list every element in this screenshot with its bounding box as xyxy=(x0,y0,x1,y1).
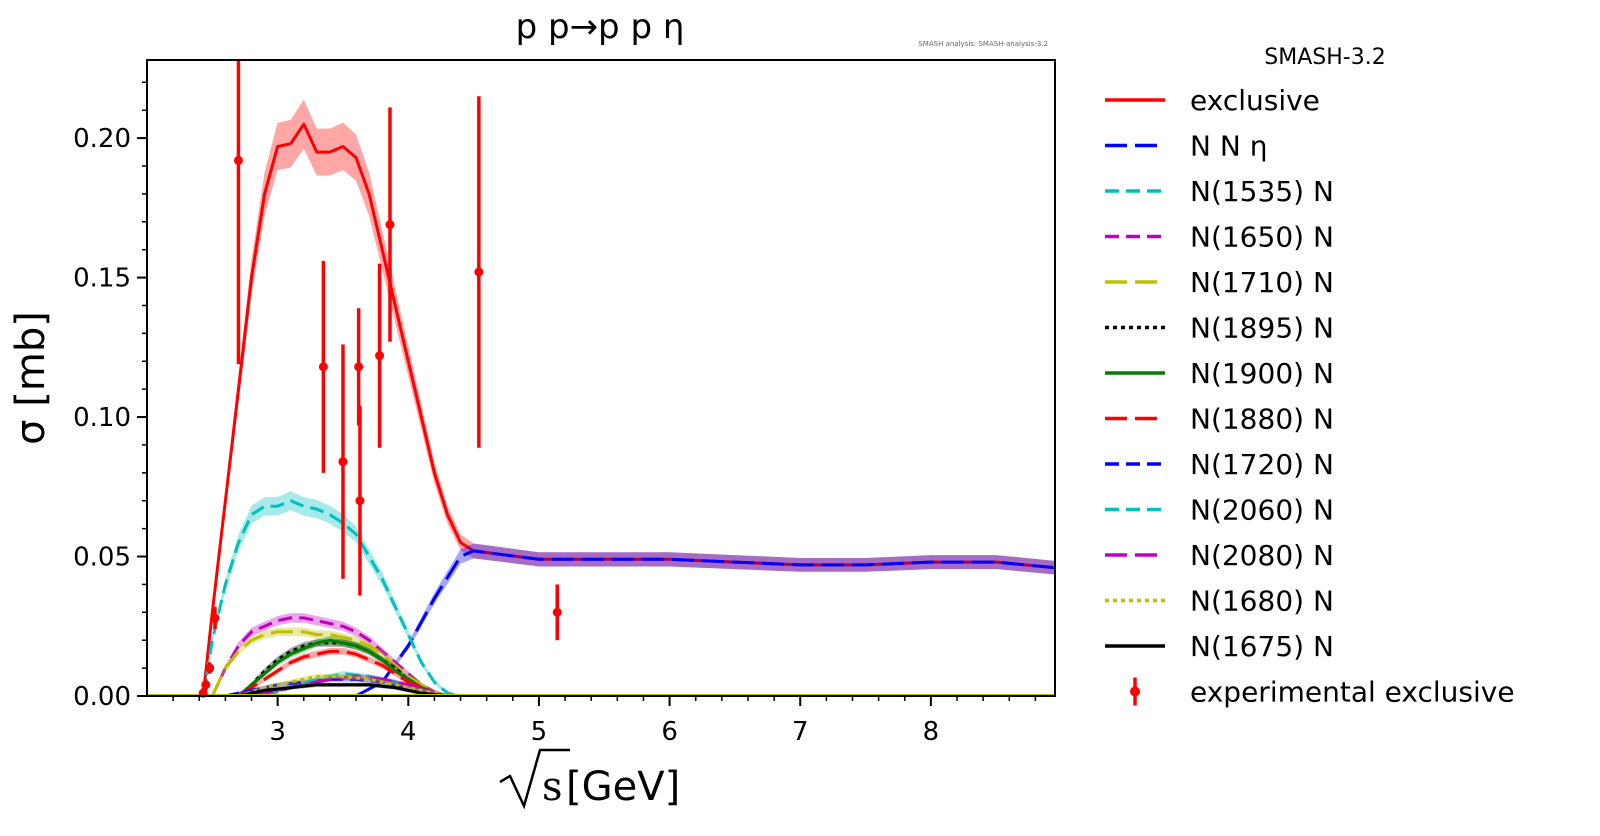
x-axis: 3 4 5 6 7 8 xyxy=(172,696,1037,747)
data-point-marker xyxy=(552,607,562,617)
x-axis-label-unit: [GeV] xyxy=(566,764,680,810)
x-axis-label: √s s [GeV] xyxy=(499,748,680,810)
legend-label: N(1675) N xyxy=(1190,630,1334,663)
legend-label: N N η xyxy=(1190,130,1267,163)
legend-item-n-1535-n: N(1535) N xyxy=(1105,175,1334,208)
plot-area xyxy=(146,59,1056,698)
data-point-marker xyxy=(385,220,395,230)
series-band-n-1675-n xyxy=(238,682,448,696)
x-tick-label: 7 xyxy=(792,717,809,747)
legend-label: experimental exclusive xyxy=(1190,676,1515,709)
legend-label: N(2080) N xyxy=(1190,539,1334,572)
data-point-marker xyxy=(210,613,220,623)
experimental-point xyxy=(355,405,365,596)
legend-label: N(1900) N xyxy=(1190,357,1334,390)
legend-item-n-2060-n: N(2060) N xyxy=(1105,494,1334,527)
data-point-marker xyxy=(354,362,364,372)
x-tick-label: 6 xyxy=(661,717,678,747)
data-point-marker xyxy=(338,457,348,467)
legend-label: N(1895) N xyxy=(1190,312,1334,345)
y-tick-label: 0.15 xyxy=(73,264,131,294)
y-tick-label: 0.05 xyxy=(73,543,131,573)
legend-label: exclusive xyxy=(1190,84,1320,117)
series-line-n-1880-n xyxy=(237,649,448,696)
data-point-marker xyxy=(474,267,484,277)
experimental-point xyxy=(474,96,484,448)
y-tick-label: 0.20 xyxy=(73,124,131,154)
legend-item-n-1895-n: N(1895) N xyxy=(1105,312,1334,345)
x-tick-label: 8 xyxy=(923,717,940,747)
legend-item-n-1675-n: N(1675) N xyxy=(1105,630,1334,663)
series-line-n-1900-n xyxy=(237,638,448,696)
legend-label: N(1650) N xyxy=(1190,221,1334,254)
experimental-point xyxy=(205,662,215,674)
legend-item-n-1680-n: N(1680) N xyxy=(1105,585,1334,618)
experimental-point xyxy=(318,260,328,473)
experimental-point xyxy=(201,679,211,691)
plot-background xyxy=(147,60,1055,696)
y-axis: 0.00 0.05 0.10 0.15 0.20 xyxy=(73,81,147,712)
x-tick-label: 4 xyxy=(400,717,417,747)
chart-version: SMASH-3.2 xyxy=(1264,45,1385,70)
legend-item-exclusive: exclusive xyxy=(1105,84,1320,117)
legend-label: N(1680) N xyxy=(1190,585,1334,618)
data-point-marker xyxy=(201,680,211,690)
legend-item-n-2080-n: N(2080) N xyxy=(1105,539,1334,572)
experimental-point xyxy=(210,606,220,630)
series-group xyxy=(147,99,1055,696)
chart-credit: SMASH analysis: SMASH-analysis-3.2 xyxy=(918,40,1048,48)
series-band-n-1900-n xyxy=(238,636,448,696)
experimental-point xyxy=(233,60,243,365)
series-line-n-1675-n xyxy=(238,683,448,696)
legend-item-n-1900-n: N(1900) N xyxy=(1105,357,1334,390)
legend-label: N(1535) N xyxy=(1190,175,1334,208)
experimental-point xyxy=(375,263,385,448)
legend-item-experimental-exclusive: experimental exclusive xyxy=(1130,676,1515,709)
sqrt-sign-icon xyxy=(499,748,570,810)
legend: exclusive N N η N(1535) N N(1650) N N(1710) … xyxy=(1105,84,1515,709)
experimental-point xyxy=(338,344,348,579)
legend-item-n-1880-n: N(1880) N xyxy=(1105,403,1334,436)
series-line-n-1650-n xyxy=(210,616,448,696)
data-point-marker xyxy=(318,362,328,372)
experimental-point xyxy=(385,107,395,342)
x-tick-label: 5 xyxy=(531,717,548,747)
series-band-exclusive xyxy=(203,99,1055,696)
y-axis-label: σ [mb] xyxy=(8,311,54,445)
legend-item-n-1720-n: N(1720) N xyxy=(1105,448,1334,481)
legend-item-n-n: N N η xyxy=(1105,130,1267,163)
legend-label: N(1720) N xyxy=(1190,448,1334,481)
x-tick-label: 3 xyxy=(269,717,286,747)
data-point-marker xyxy=(355,496,365,506)
chart-title: p p→p p η xyxy=(516,7,685,47)
series-band-n-1880-n xyxy=(238,647,448,696)
series-line-n-1710-n xyxy=(210,630,448,696)
y-tick-label: 0.00 xyxy=(73,682,131,712)
experimental-points xyxy=(198,60,562,698)
data-point-marker xyxy=(233,155,243,165)
experimental-point xyxy=(552,584,562,641)
legend-label: N(2060) N xyxy=(1190,494,1334,527)
plot-frame xyxy=(146,59,1056,697)
data-point-marker xyxy=(205,663,215,673)
series-band-n-n xyxy=(147,543,1055,696)
y-tick-label: 0.10 xyxy=(73,403,131,433)
legend-item-n-1650-n: N(1650) N xyxy=(1105,221,1334,254)
series-line-n-1535-n xyxy=(201,499,461,696)
legend-item-n-1710-n: N(1710) N xyxy=(1105,266,1334,299)
legend-label: N(1710) N xyxy=(1190,266,1334,299)
legend-label: N(1880) N xyxy=(1190,403,1334,436)
data-point-marker xyxy=(375,351,385,361)
series-line-n-1680-n xyxy=(238,675,448,696)
x-axis-label-s: s xyxy=(542,764,563,810)
legend-marker xyxy=(1130,686,1140,697)
